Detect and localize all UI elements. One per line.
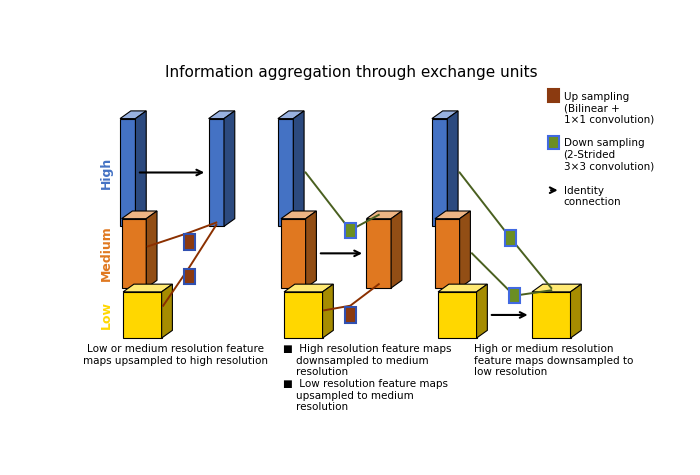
Polygon shape [122,218,146,288]
Polygon shape [284,284,333,292]
Text: ■  High resolution feature maps
    downsampled to medium
    resolution
■  Low : ■ High resolution feature maps downsampl… [284,344,452,412]
Bar [184,269,195,284]
Polygon shape [162,284,172,338]
Polygon shape [281,218,306,288]
Polygon shape [284,292,323,338]
Text: Low or medium resolution feature
maps upsampled to high resolution: Low or medium resolution feature maps up… [83,344,268,366]
Polygon shape [135,111,146,227]
Polygon shape [293,111,304,227]
Text: Up sampling
(Bilinear +
1×1 convolution): Up sampling (Bilinear + 1×1 convolution) [564,92,654,125]
Polygon shape [209,111,235,119]
Polygon shape [323,284,333,338]
Polygon shape [122,211,157,218]
Polygon shape [435,218,460,288]
Polygon shape [438,284,487,292]
Bar [509,288,519,304]
Text: High or medium resolution
feature maps downsampled to
low resolution: High or medium resolution feature maps d… [474,344,634,378]
Polygon shape [438,292,477,338]
Text: Information aggregation through exchange units: Information aggregation through exchange… [164,65,538,80]
Polygon shape [570,284,581,338]
Polygon shape [432,111,458,119]
Polygon shape [120,119,135,227]
Bar [548,88,559,103]
Polygon shape [209,119,224,227]
Polygon shape [477,284,487,338]
Polygon shape [224,111,234,227]
Polygon shape [447,111,458,227]
Polygon shape [278,119,293,227]
Polygon shape [460,211,470,288]
Polygon shape [366,218,391,288]
Bar [184,234,195,249]
Polygon shape [391,211,402,288]
Bar [505,230,516,246]
Polygon shape [123,292,162,338]
Polygon shape [306,211,316,288]
Polygon shape [366,211,402,218]
Bar [548,135,559,150]
Text: Identity
connection: Identity connection [564,186,621,207]
Text: High: High [99,156,113,189]
Polygon shape [532,292,570,338]
Polygon shape [146,211,157,288]
Polygon shape [432,119,447,227]
Bar [345,223,356,238]
Polygon shape [281,211,316,218]
Bar [345,307,356,323]
Text: Down sampling
(2-Strided
3×3 convolution): Down sampling (2-Strided 3×3 convolution… [564,138,654,171]
Polygon shape [435,211,470,218]
Polygon shape [278,111,304,119]
Polygon shape [123,284,172,292]
Text: Medium: Medium [99,226,113,281]
Polygon shape [120,111,146,119]
Text: Low: Low [99,301,113,329]
Polygon shape [532,284,581,292]
